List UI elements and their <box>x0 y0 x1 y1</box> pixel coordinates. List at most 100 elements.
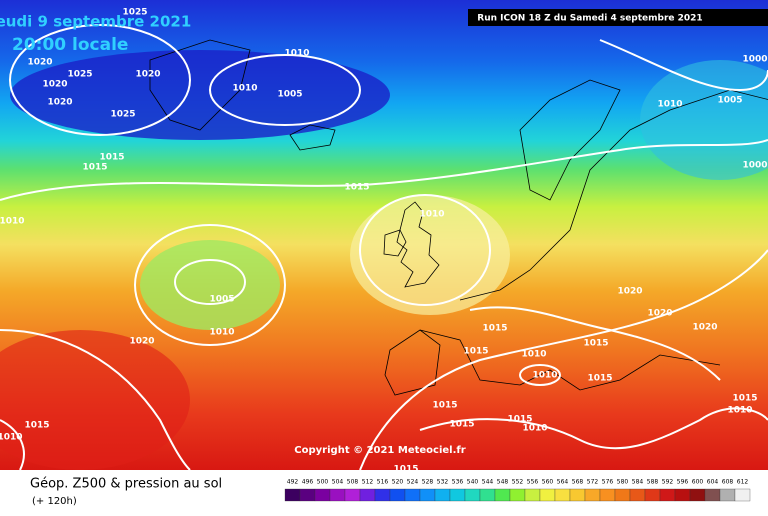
isobar-label: 1025 <box>67 70 92 80</box>
isobar-label: 1005 <box>277 90 302 100</box>
isobar-label: 1020 <box>647 309 672 319</box>
scale-label: 536 <box>452 479 464 486</box>
copyright: Copyright © 2021 Meteociel.fr <box>294 445 465 456</box>
isobar-label: 1010 <box>209 328 234 338</box>
run-info: Run ICON 18 Z du Samedi 4 septembre 2021 <box>477 14 702 24</box>
scale-swatch <box>359 488 376 502</box>
scale-swatch <box>554 488 571 502</box>
scale-label: 492 <box>287 479 299 486</box>
scale-swatch <box>659 488 676 502</box>
isobar-label: 1000 <box>742 55 767 65</box>
scale-swatch <box>404 488 421 502</box>
scale-label: 556 <box>527 479 539 486</box>
scale-label: 544 <box>482 479 494 486</box>
forecast-date: Jeudi 9 septembre 2021 <box>0 13 191 31</box>
scale-label: 572 <box>587 479 599 486</box>
isobar-label: 1005 <box>717 96 742 106</box>
scale-label: 512 <box>362 479 374 486</box>
scale-label: 532 <box>437 479 449 486</box>
scale-swatch <box>734 488 751 502</box>
scale-label: 568 <box>572 479 584 486</box>
isobar-label: 1010 <box>522 424 547 434</box>
isobar-label: 1015 <box>344 183 369 193</box>
scale-label: 580 <box>617 479 629 486</box>
scale-swatch <box>374 488 391 502</box>
scale-label: 508 <box>347 479 359 486</box>
scale-label: 584 <box>632 479 644 486</box>
isobar-label: 1005 <box>209 295 234 305</box>
scale-label: 516 <box>377 479 389 486</box>
scale-label: 592 <box>662 479 674 486</box>
isobar-label: 1010 <box>657 100 682 110</box>
scale-swatch <box>419 488 436 502</box>
isobar-label: 1020 <box>42 80 67 90</box>
scale-swatch <box>599 488 616 502</box>
scale-swatch <box>509 488 526 502</box>
isobar-label: 1015 <box>82 163 107 173</box>
isobar-label: 1025 <box>110 110 135 120</box>
scale-label: 608 <box>722 479 734 486</box>
scale-swatch <box>284 488 301 502</box>
scale-swatch <box>524 488 541 502</box>
isobar-label: 1025 <box>122 8 147 18</box>
isobar-label: 1015 <box>583 339 608 349</box>
scale-swatch <box>569 488 586 502</box>
scale-swatch <box>299 488 316 502</box>
coastlines <box>149 39 768 396</box>
isobar-label: 1010 <box>232 84 257 94</box>
scale-label: 496 <box>302 479 314 486</box>
scale-label: 524 <box>407 479 419 486</box>
cut-off-low <box>140 240 280 330</box>
run-box <box>468 9 768 26</box>
isobar-label: 1010 <box>521 350 546 360</box>
isobar-label: 1010 <box>532 371 557 381</box>
scale-label: 604 <box>707 479 719 486</box>
isobar-label: 1015 <box>432 401 457 411</box>
isobar-label: 1015 <box>24 421 49 431</box>
scale-swatch <box>314 488 331 502</box>
isobar-label: 1015 <box>732 394 757 404</box>
low-geopotential <box>10 50 390 140</box>
scale-swatch <box>584 488 601 502</box>
isobar-label: 1010 <box>284 49 309 59</box>
isobar-label: 1010 <box>727 406 752 416</box>
scale-label: 500 <box>317 479 329 486</box>
isobar-label: 1010 <box>419 210 444 220</box>
scale-swatch <box>344 488 361 502</box>
scale-swatch <box>434 488 451 502</box>
isobar-label: 1015 <box>99 153 124 163</box>
isobar-label: 1015 <box>393 465 418 475</box>
isobar-label: 1015 <box>482 324 507 334</box>
scale-label: 560 <box>542 479 554 486</box>
legend-subtitle: (+ 120h) <box>32 496 77 507</box>
isobar-label: 1020 <box>27 58 52 68</box>
scale-swatch <box>389 488 406 502</box>
scale-swatch <box>644 488 661 502</box>
scale-label: 540 <box>467 479 479 486</box>
isobar-label: 1010 <box>0 433 23 443</box>
scale-swatch <box>464 488 481 502</box>
scale-label: 600 <box>692 479 704 486</box>
scale-label: 552 <box>512 479 524 486</box>
scale-swatch <box>704 488 721 502</box>
scale-label: 612 <box>737 479 749 486</box>
color-scale: 492 496 500 504 508 512 516 520 524 528 532 536 540 5… <box>284 479 751 502</box>
scale-label: 576 <box>602 479 614 486</box>
scale-swatch <box>449 488 466 502</box>
scale-label: 504 <box>332 479 344 486</box>
scale-label: 596 <box>677 479 689 486</box>
scale-swatch <box>719 488 736 502</box>
scale-swatch <box>629 488 646 502</box>
scale-swatch <box>329 488 346 502</box>
ridge <box>350 195 510 315</box>
scale-label: 548 <box>497 479 509 486</box>
scale-swatch <box>494 488 511 502</box>
forecast-time: 20:00 locale <box>12 35 128 55</box>
isobar-label: 1015 <box>507 415 532 425</box>
scale-label: 588 <box>647 479 659 486</box>
isobar-label: 1020 <box>129 337 154 347</box>
scale-swatch <box>614 488 631 502</box>
